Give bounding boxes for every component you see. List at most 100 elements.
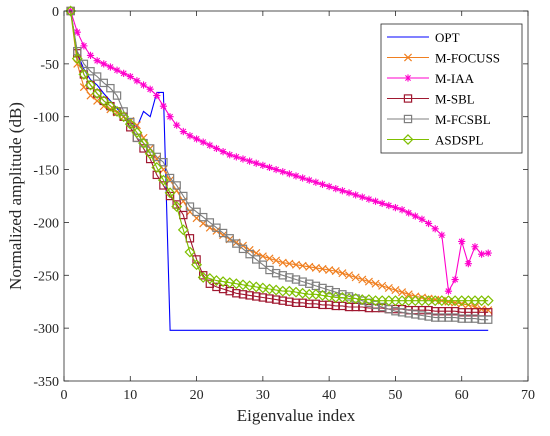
data-point: [358, 193, 366, 201]
data-point: [106, 83, 115, 93]
data-point: [239, 155, 247, 163]
data-point: [153, 91, 161, 100]
data-point: [124, 118, 136, 130]
data-point: [79, 59, 89, 69]
legend-marker: [402, 134, 414, 145]
data-point: [338, 187, 346, 195]
data-point: [139, 81, 148, 89]
legend-marker: [403, 53, 413, 62]
data-point: [232, 239, 241, 248]
data-point: [405, 209, 413, 217]
data-point: [451, 275, 459, 284]
x-axis-label: Eigenvalue index: [237, 406, 356, 425]
data-point: [206, 141, 214, 149]
plot-frame: [63, 10, 529, 382]
legend: OPT M-FOCUSS M-IAA M-SBL M-FCSBL ASDSPL: [380, 23, 523, 154]
data-point: [458, 237, 466, 246]
x-tick-label: 30: [256, 388, 270, 403]
data-point: [172, 181, 181, 190]
data-point: [120, 69, 128, 77]
data-point: [78, 68, 90, 80]
y-tick-label: -350: [33, 375, 59, 390]
y-tick-label: -200: [33, 216, 59, 231]
x-tick-label: 20: [190, 388, 204, 403]
data-point: [291, 260, 301, 269]
data-point: [138, 137, 149, 149]
legend-item-m-sbl: M-SBL: [387, 92, 475, 107]
data-point: [265, 254, 274, 263]
data-point: [338, 269, 347, 278]
legend-label: M-FOCUSS: [435, 51, 500, 66]
data-point: [212, 144, 221, 153]
data-point: [345, 189, 353, 197]
data-point: [166, 113, 174, 121]
data-point: [257, 282, 269, 294]
data-point: [238, 244, 248, 254]
data-point: [371, 197, 380, 205]
series-m-iaa: [67, 7, 492, 295]
axes-layer: 0 10 20 30 40 50 60 70 0 -50 -100 -150 -200 -250 -300 -…: [33, 5, 535, 403]
data-point: [192, 135, 201, 143]
data-point: [258, 260, 268, 269]
data-point: [444, 297, 453, 306]
data-point: [139, 138, 148, 148]
data-point: [199, 138, 207, 146]
data-point: [144, 148, 156, 160]
legend-label: ASDSPL: [435, 133, 483, 148]
legend-item-m-iaa: M-IAA: [387, 71, 475, 86]
data-point: [272, 256, 281, 265]
data-point: [204, 273, 216, 284]
data-point: [292, 172, 300, 180]
data-point: [332, 185, 340, 193]
data-point: [290, 286, 302, 298]
series-opt: [70, 10, 489, 331]
data-point: [418, 215, 426, 223]
data-point: [191, 259, 203, 271]
data-point: [246, 157, 254, 165]
data-point: [245, 249, 254, 259]
data-point: [85, 79, 96, 91]
data-point: [265, 163, 274, 172]
y-tick-label: 0: [52, 5, 59, 20]
data-point: [164, 187, 176, 199]
data-point: [471, 243, 479, 251]
data-point: [272, 165, 280, 174]
data-point: [218, 228, 228, 238]
data-point: [350, 293, 362, 304]
legend-label: M-IAA: [435, 71, 475, 86]
data-point: [391, 286, 400, 295]
data-point: [73, 28, 81, 36]
x-tick-label: 60: [455, 388, 469, 403]
data-point: [132, 121, 141, 130]
data-point: [86, 80, 95, 90]
series-asdspl: [65, 5, 494, 307]
legend-item-m-focuss: M-FOCUSS: [387, 51, 500, 66]
data-point: [365, 195, 373, 203]
data-point: [86, 67, 95, 76]
data-point: [159, 181, 168, 190]
data-point: [482, 295, 494, 307]
data-point: [431, 295, 440, 304]
data-point: [92, 89, 102, 98]
data-point: [205, 218, 215, 227]
data-point: [331, 267, 340, 276]
data-point: [86, 51, 95, 59]
y-axis-label: Normalized amplitude (dB): [6, 102, 25, 290]
data-point: [398, 288, 407, 297]
legend-marker: [404, 74, 412, 82]
data-point: [404, 290, 413, 299]
data-point: [424, 219, 433, 228]
data-point: [237, 279, 249, 291]
data-point: [250, 281, 262, 293]
data-point: [186, 132, 194, 140]
data-point: [184, 246, 196, 258]
data-point: [411, 212, 419, 220]
data-point: [211, 275, 222, 287]
data-point: [118, 111, 130, 123]
data-point: [226, 151, 234, 159]
x-tick-label: 10: [123, 388, 137, 403]
legend-marker: [403, 114, 413, 124]
data-point: [323, 290, 335, 302]
data-point: [325, 265, 334, 275]
